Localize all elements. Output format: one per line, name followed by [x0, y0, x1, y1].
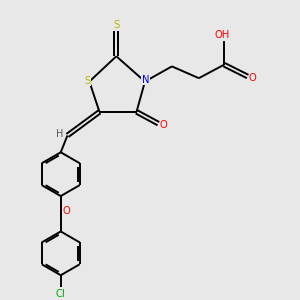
Text: H: H — [56, 129, 64, 139]
Text: OH: OH — [215, 30, 230, 40]
Text: N: N — [142, 75, 149, 85]
Text: O: O — [63, 206, 71, 216]
Text: Cl: Cl — [56, 290, 66, 299]
Text: O: O — [249, 73, 256, 83]
Text: S: S — [113, 20, 119, 30]
Text: S: S — [85, 76, 91, 86]
Text: O: O — [160, 120, 167, 130]
